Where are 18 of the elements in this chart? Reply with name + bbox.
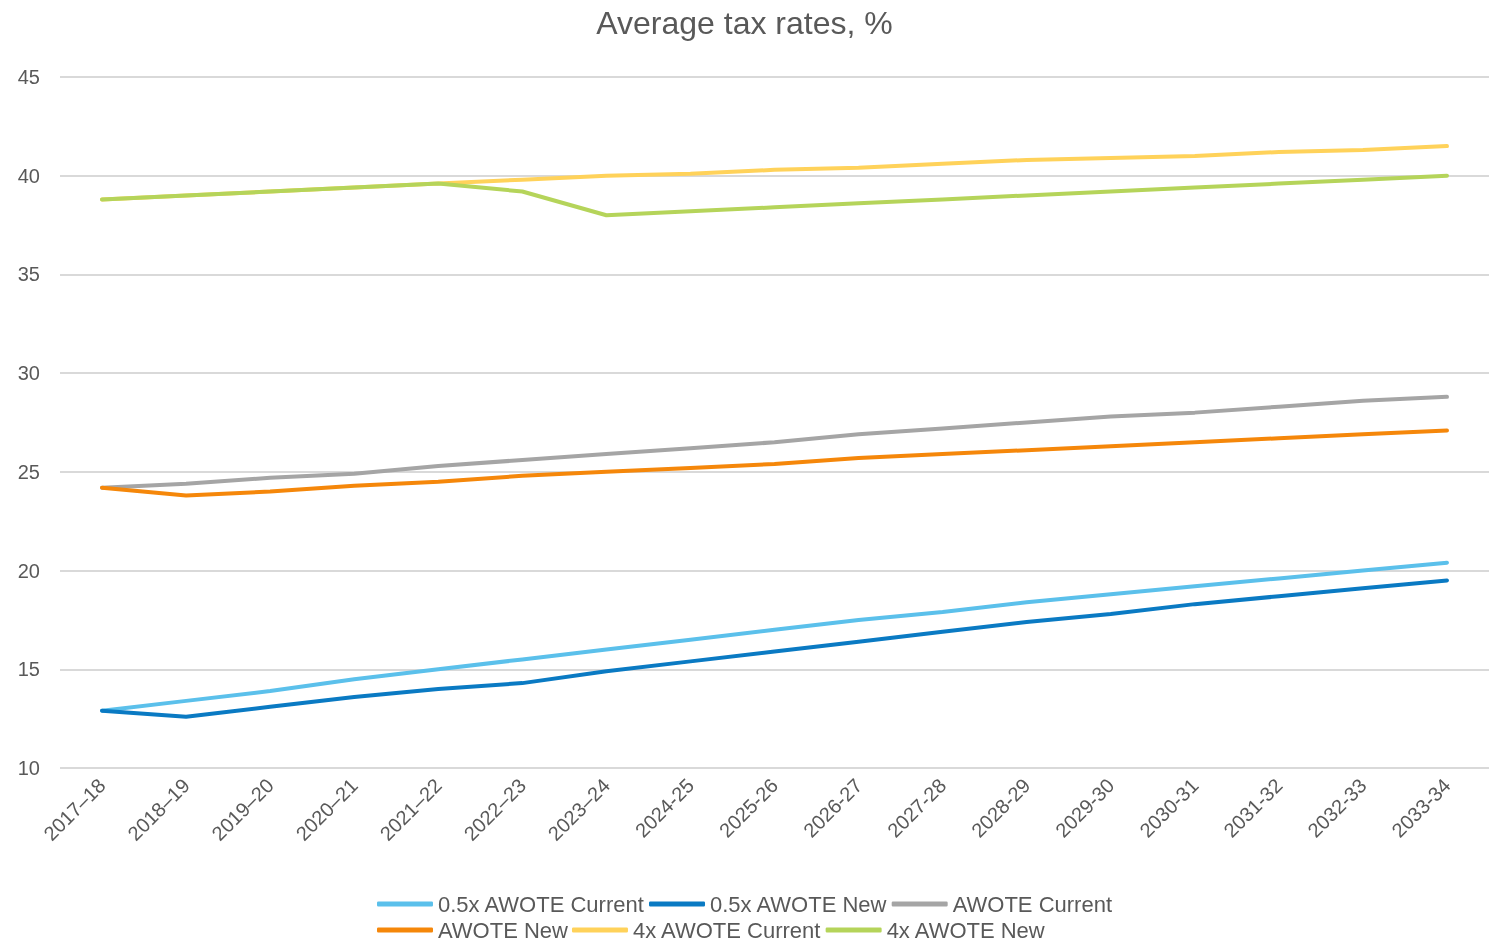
y-tick-label: 25 — [17, 460, 40, 483]
legend-label: 0.5x AWOTE New — [710, 891, 887, 917]
y-tick-label: 30 — [17, 362, 40, 385]
legend-label: 0.5x AWOTE Current — [438, 891, 644, 917]
y-tick-label: 10 — [17, 757, 40, 779]
line-series — [100, 578, 1449, 719]
legend-label: AWOTE New — [438, 917, 569, 943]
y-tick-label: 45 — [17, 66, 40, 88]
y-tick-label: 20 — [17, 559, 40, 582]
y-tick-label: 40 — [17, 164, 40, 187]
legend-label: 4x AWOTE Current — [632, 917, 821, 943]
y-tick-label: 35 — [17, 263, 40, 286]
line-series — [100, 428, 1449, 498]
legend-label: 4x AWOTE New — [886, 917, 1045, 943]
chart-title: Average tax rates, % — [596, 5, 893, 41]
line-series — [100, 173, 1449, 218]
legend-label: AWOTE Current — [952, 891, 1113, 917]
y-tick-label: 15 — [17, 658, 40, 681]
